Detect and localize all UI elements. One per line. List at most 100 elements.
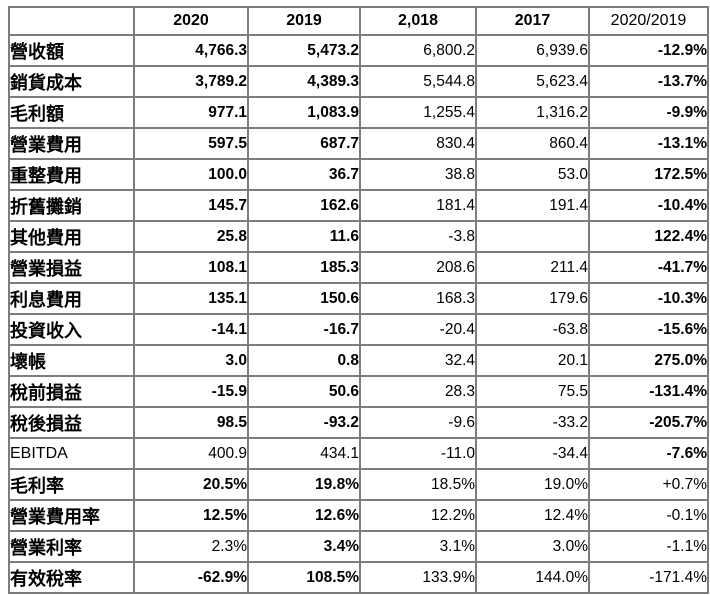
table-row: 其他費用 25.8 11.6 -3.8 122.4% xyxy=(8,220,709,253)
value-cell: -41.7% xyxy=(588,251,709,284)
table-header: 2020 2019 2,018 2017 2020/2019 xyxy=(8,6,709,36)
value-cell: 20.5% xyxy=(133,468,249,501)
value-cell: 75.5 xyxy=(475,375,590,408)
row-label: 營業費用 xyxy=(8,127,135,160)
value-cell: -3.8 xyxy=(359,220,477,253)
value-cell: 50.6 xyxy=(247,375,361,408)
value-cell: 275.0% xyxy=(588,344,709,377)
table-row: 營收額 4,766.3 5,473.2 6,800.2 6,939.6 -12.9% xyxy=(8,34,709,67)
value-cell: 108.5% xyxy=(247,561,361,594)
table-row: 折舊攤銷 145.7 162.6 181.4 191.4 -10.4% xyxy=(8,189,709,222)
table-row: 毛利率 20.5% 19.8% 18.5% 19.0% +0.7% xyxy=(8,468,709,501)
value-cell: -7.6% xyxy=(588,437,709,470)
value-cell: 108.1 xyxy=(133,251,249,284)
value-cell: 1,083.9 xyxy=(247,96,361,129)
row-label: 毛利額 xyxy=(8,96,135,129)
table-row: 投資收入 -14.1 -16.7 -20.4 -63.8 -15.6% xyxy=(8,313,709,346)
value-cell: 6,939.6 xyxy=(475,34,590,67)
value-cell: 168.3 xyxy=(359,282,477,315)
column-header: 2017 xyxy=(475,6,590,36)
value-cell: 977.1 xyxy=(133,96,249,129)
value-cell: 133.9% xyxy=(359,561,477,594)
value-cell: 0.8 xyxy=(247,344,361,377)
value-cell: -0.1% xyxy=(588,499,709,532)
row-label: 稅前損益 xyxy=(8,375,135,408)
value-cell: 5,473.2 xyxy=(247,34,361,67)
column-header: 2,018 xyxy=(359,6,477,36)
value-cell: 4,766.3 xyxy=(133,34,249,67)
row-label: 投資收入 xyxy=(8,313,135,346)
value-cell: 5,623.4 xyxy=(475,65,590,98)
table-row: 有效稅率 -62.9% 108.5% 133.9% 144.0% -171.4% xyxy=(8,561,709,594)
value-cell: 4,389.3 xyxy=(247,65,361,98)
value-cell: 2.3% xyxy=(133,530,249,563)
value-cell: 400.9 xyxy=(133,437,249,470)
column-header: 2019 xyxy=(247,6,361,36)
column-header: 2020 xyxy=(133,6,249,36)
value-cell: 18.5% xyxy=(359,468,477,501)
value-cell: 172.5% xyxy=(588,158,709,191)
value-cell: 3.0% xyxy=(475,530,590,563)
value-cell: -1.1% xyxy=(588,530,709,563)
table-row: 營業費用率 12.5% 12.6% 12.2% 12.4% -0.1% xyxy=(8,499,709,532)
value-cell: 3.0 xyxy=(133,344,249,377)
value-cell: 191.4 xyxy=(475,189,590,222)
value-cell: -33.2 xyxy=(475,406,590,439)
value-cell: -13.1% xyxy=(588,127,709,160)
value-cell: -20.4 xyxy=(359,313,477,346)
value-cell: -171.4% xyxy=(588,561,709,594)
table-row: 毛利額 977.1 1,083.9 1,255.4 1,316.2 -9.9% xyxy=(8,96,709,129)
value-cell: -10.4% xyxy=(588,189,709,222)
value-cell: -62.9% xyxy=(133,561,249,594)
column-header: 2020/2019 xyxy=(588,6,709,36)
value-cell: 28.3 xyxy=(359,375,477,408)
value-cell: 687.7 xyxy=(247,127,361,160)
table-row: 壞帳 3.0 0.8 32.4 20.1 275.0% xyxy=(8,344,709,377)
value-cell: 150.6 xyxy=(247,282,361,315)
value-cell: -9.9% xyxy=(588,96,709,129)
row-label: 營業利率 xyxy=(8,530,135,563)
table-body: 營收額 4,766.3 5,473.2 6,800.2 6,939.6 -12.9% 銷貨成… xyxy=(8,34,709,594)
value-cell: 12.6% xyxy=(247,499,361,532)
row-label: 有效稅率 xyxy=(8,561,135,594)
value-cell: -131.4% xyxy=(588,375,709,408)
row-label: 銷貨成本 xyxy=(8,65,135,98)
row-label: 其他費用 xyxy=(8,220,135,253)
value-cell: +0.7% xyxy=(588,468,709,501)
value-cell: 1,316.2 xyxy=(475,96,590,129)
value-cell: 12.4% xyxy=(475,499,590,532)
value-cell: 25.8 xyxy=(133,220,249,253)
table-row: 利息費用 135.1 150.6 168.3 179.6 -10.3% xyxy=(8,282,709,315)
value-cell: 38.8 xyxy=(359,158,477,191)
value-cell: 144.0% xyxy=(475,561,590,594)
value-cell: 6,800.2 xyxy=(359,34,477,67)
financial-table: 2020 2019 2,018 2017 2020/2019 營收額 4,766.3 5,4… xyxy=(8,6,709,594)
value-cell: -11.0 xyxy=(359,437,477,470)
value-cell: 12.5% xyxy=(133,499,249,532)
value-cell: 53.0 xyxy=(475,158,590,191)
value-cell: 3.4% xyxy=(247,530,361,563)
row-label: 利息費用 xyxy=(8,282,135,315)
row-label: 營業損益 xyxy=(8,251,135,284)
value-cell: -93.2 xyxy=(247,406,361,439)
value-cell: 32.4 xyxy=(359,344,477,377)
value-cell: 11.6 xyxy=(247,220,361,253)
value-cell: 1,255.4 xyxy=(359,96,477,129)
value-cell: 100.0 xyxy=(133,158,249,191)
value-cell: 830.4 xyxy=(359,127,477,160)
value-cell: -15.6% xyxy=(588,313,709,346)
value-cell: 36.7 xyxy=(247,158,361,191)
value-cell: -12.9% xyxy=(588,34,709,67)
table-row: 營業費用 597.5 687.7 830.4 860.4 -13.1% xyxy=(8,127,709,160)
row-label: 營收額 xyxy=(8,34,135,67)
table-row: 稅前損益 -15.9 50.6 28.3 75.5 -131.4% xyxy=(8,375,709,408)
value-cell: 20.1 xyxy=(475,344,590,377)
value-cell: 12.2% xyxy=(359,499,477,532)
value-cell: 208.6 xyxy=(359,251,477,284)
value-cell: 122.4% xyxy=(588,220,709,253)
value-cell: -63.8 xyxy=(475,313,590,346)
value-cell: 135.1 xyxy=(133,282,249,315)
value-cell: 181.4 xyxy=(359,189,477,222)
page: 2020 2019 2,018 2017 2020/2019 營收額 4,766.3 5,4… xyxy=(0,6,710,595)
header-row: 2020 2019 2,018 2017 2020/2019 xyxy=(8,6,709,36)
